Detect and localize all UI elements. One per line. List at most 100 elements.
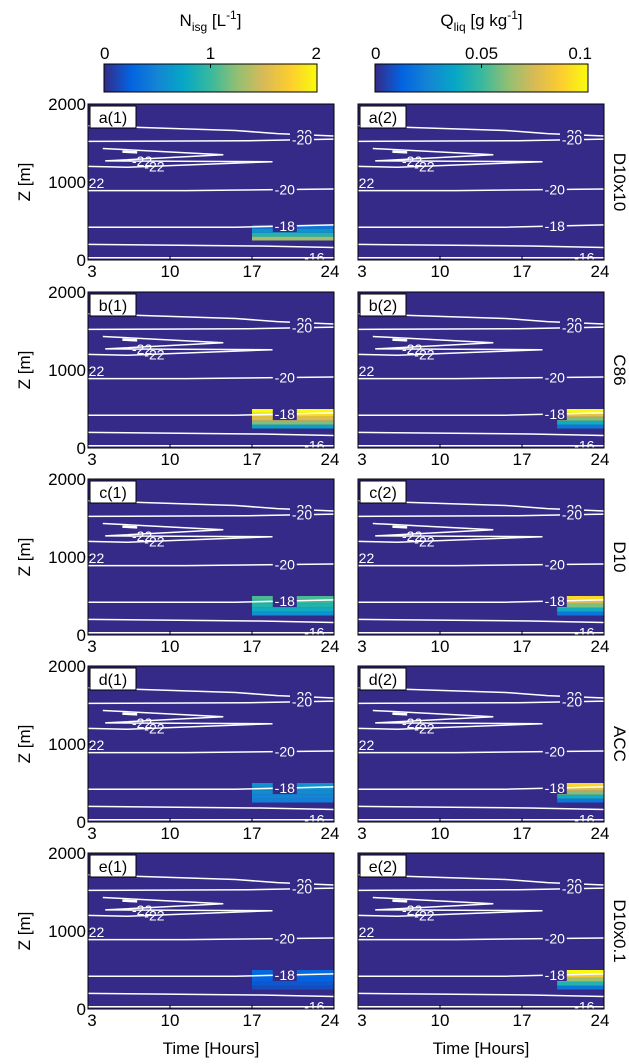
x-tick-label: 17 xyxy=(513,450,532,469)
y-tick-label: 0 xyxy=(77,813,86,832)
contour-label: -20 xyxy=(562,132,582,148)
panel-label-box xyxy=(89,293,137,317)
contour-line xyxy=(357,522,543,543)
contour-line xyxy=(392,899,408,903)
contour-label-bg xyxy=(542,408,567,421)
contour-label-bg xyxy=(542,558,567,571)
contour-label: -22 xyxy=(402,902,422,918)
contour-label: -20 xyxy=(275,182,295,198)
x-axis-label: Time [Hours] xyxy=(433,1039,530,1058)
x-tick-label: 17 xyxy=(513,637,532,656)
panel-e(1): -20-20-20-18-22-22-22-16e(1)310172401000… xyxy=(15,844,339,1030)
y-tick-label: 1000 xyxy=(48,735,86,754)
data-cell xyxy=(557,798,604,803)
x-tick-label: 17 xyxy=(243,637,262,656)
axis-labels: Time [Hours] Time [Hours] xyxy=(163,1039,530,1058)
contour-label: -16 xyxy=(304,250,324,266)
contour-label: -22 xyxy=(144,158,164,174)
x-tick-label: 10 xyxy=(161,824,180,843)
contour-label: -22 xyxy=(414,720,434,736)
panel-b(1): -20-20-20-18-22-22-22-16b(1)310172401000… xyxy=(15,283,339,469)
contour-label: -16 xyxy=(304,438,324,454)
data-cell xyxy=(557,607,604,612)
contour-label: -18 xyxy=(275,593,295,609)
colorbar-title: Nisg [L-1] xyxy=(180,8,242,34)
panels: -20-20-20-18-22-22-22-16a(1)310172401000… xyxy=(15,95,609,1030)
contour-label: -22 xyxy=(414,907,434,923)
contour-label: -18 xyxy=(545,406,565,422)
contour-line xyxy=(357,243,605,249)
contour-line xyxy=(392,150,408,154)
x-tick-label: 24 xyxy=(321,450,340,469)
contour-label: -22 xyxy=(354,550,374,566)
contour-label-bg xyxy=(542,220,567,233)
colorbar-tick-label: 2 xyxy=(312,44,321,63)
contour-label: -22 xyxy=(144,533,164,549)
data-cell xyxy=(252,981,334,986)
y-tick-label: 0 xyxy=(77,439,86,458)
contour-label-bg xyxy=(560,133,585,146)
colorbar-title-sup: -1 xyxy=(226,8,237,22)
data-cell xyxy=(557,973,604,978)
x-tick-label: 10 xyxy=(161,262,180,281)
contour-label: -20 xyxy=(292,320,312,336)
contour-label: -20 xyxy=(545,182,565,198)
panel-a(1): -20-20-20-18-22-22-22-16a(1)310172401000… xyxy=(15,95,339,281)
y-tick-label: 0 xyxy=(77,626,86,645)
x-tick-label: 10 xyxy=(431,1011,450,1030)
contour-label: -16 xyxy=(574,999,594,1015)
data-cell xyxy=(252,420,334,425)
x-tick-label: 3 xyxy=(87,637,96,656)
colorbar-title-unit: [L xyxy=(207,11,226,30)
panel-label: b(2) xyxy=(369,298,397,315)
contour-label: -22 xyxy=(144,346,164,362)
contour-line xyxy=(87,709,273,730)
contour-label: -22 xyxy=(414,158,434,174)
contour-label-bg xyxy=(542,371,567,384)
contour-label-bg xyxy=(272,932,297,945)
x-axis-label: Time [Hours] xyxy=(163,1039,260,1058)
contour-line xyxy=(88,973,335,977)
panel-label: b(1) xyxy=(99,298,127,315)
x-tick-label: 3 xyxy=(357,450,366,469)
contour-label-bg xyxy=(272,220,297,233)
contour-label-bg xyxy=(272,371,297,384)
contour-label-bg xyxy=(290,133,315,146)
colorbar-tick-label: 0.05 xyxy=(465,44,498,63)
contour-line xyxy=(87,992,335,998)
colorbar-title-sub: liq xyxy=(454,20,466,34)
colorbar-title-unit: [g kg xyxy=(466,11,508,30)
colorbar-tick-label: 0.1 xyxy=(568,44,592,63)
contour-label: -22 xyxy=(144,907,164,923)
y-axis-label: Z [m] xyxy=(15,163,34,202)
contour-line xyxy=(88,786,335,790)
contour-line xyxy=(122,525,138,529)
panel-label: c(2) xyxy=(369,485,397,502)
contour-line xyxy=(358,786,605,790)
x-tick-label: 3 xyxy=(87,824,96,843)
contour-line xyxy=(87,618,335,624)
data-cell xyxy=(557,783,604,787)
data-cell xyxy=(557,603,604,608)
colorbar-2: Qliq [g kg-1] 0 0.05 0.1 xyxy=(371,8,592,93)
x-tick-label: 3 xyxy=(357,824,366,843)
contour-line xyxy=(87,335,273,356)
contour-label: -20 xyxy=(292,694,312,710)
x-tick-label: 3 xyxy=(357,1011,366,1030)
y-tick-label: 1000 xyxy=(48,173,86,192)
data-cell xyxy=(252,236,334,241)
contour-line xyxy=(357,147,543,168)
y-tick-label: 2000 xyxy=(48,470,86,489)
x-tick-label: 17 xyxy=(513,1011,532,1030)
data-cell xyxy=(557,970,604,974)
contour-line xyxy=(392,525,408,529)
contour-label-bg xyxy=(290,508,315,521)
x-tick-label: 24 xyxy=(591,262,610,281)
contour-line xyxy=(357,896,543,917)
row-label: ACC xyxy=(610,726,629,762)
contour-line xyxy=(87,147,273,168)
x-tick-label: 10 xyxy=(161,637,180,656)
y-tick-label: 2000 xyxy=(48,657,86,676)
data-cell xyxy=(557,981,604,986)
